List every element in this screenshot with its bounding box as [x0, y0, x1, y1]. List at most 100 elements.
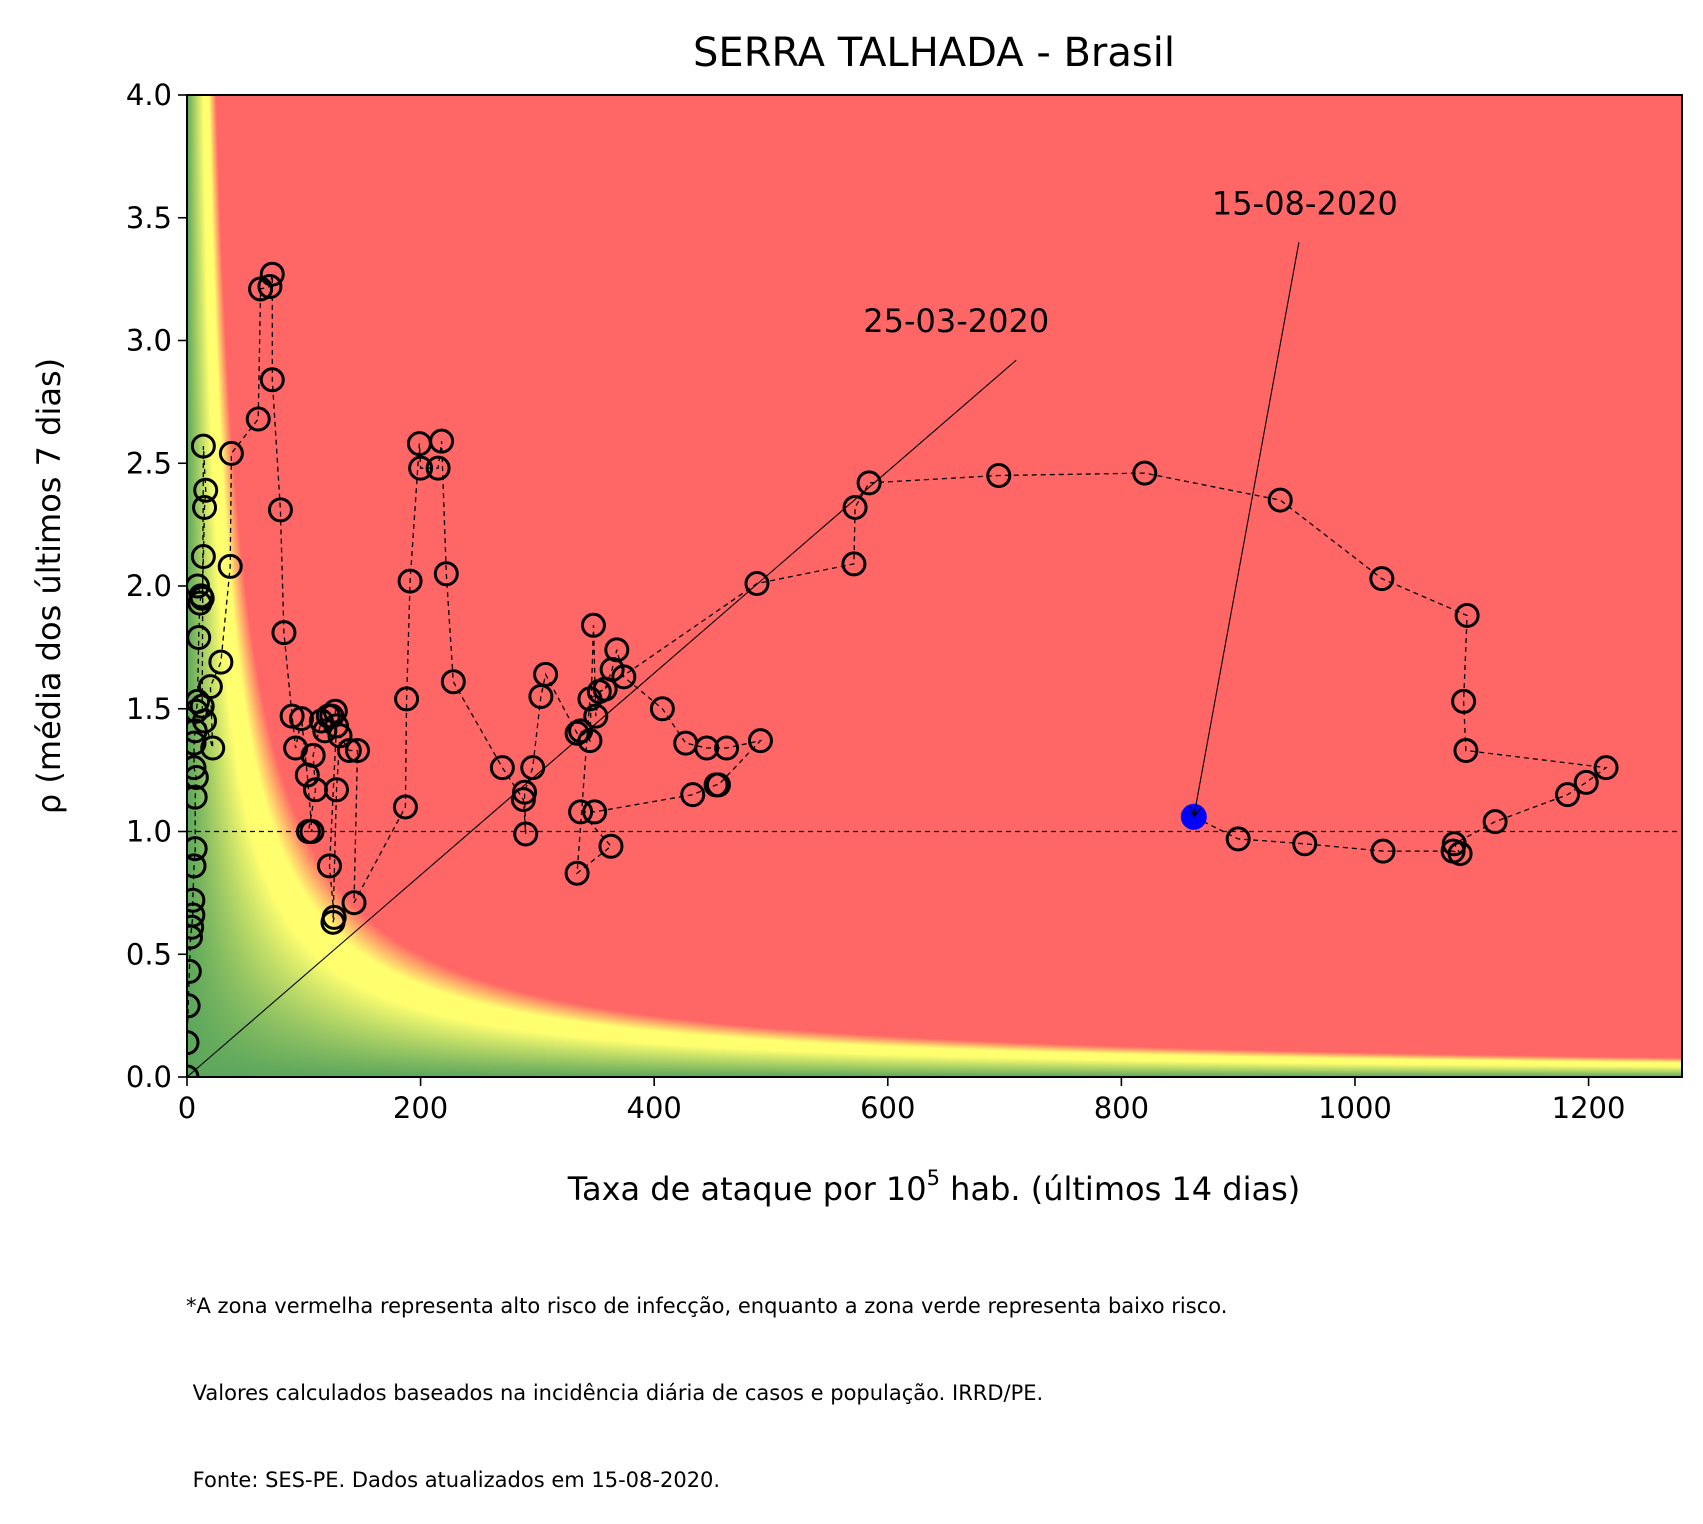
data-point — [218, 440, 244, 466]
trajectory-line — [187, 274, 1608, 1077]
data-point — [187, 993, 201, 1019]
data-point — [841, 551, 867, 577]
data-point — [192, 494, 218, 520]
data-point — [1267, 487, 1293, 513]
data-point — [187, 853, 207, 879]
y-tick-label: 1.0 — [126, 815, 172, 849]
data-point — [245, 406, 271, 432]
data-point — [267, 497, 293, 523]
plot-area — [187, 95, 1682, 1077]
data-point — [190, 433, 216, 459]
data-point — [187, 914, 205, 940]
data-point — [320, 909, 346, 935]
data-point — [397, 568, 423, 594]
x-tick-label: 200 — [393, 1091, 448, 1125]
risk-heatmap — [187, 95, 1682, 1077]
data-point — [187, 730, 207, 756]
data-point — [288, 706, 314, 732]
footnote: *A zona vermelha representa alto risco d… — [186, 1234, 1227, 1524]
y-tick-label: 3.0 — [126, 324, 172, 358]
data-point — [187, 784, 208, 810]
data-point — [193, 477, 219, 503]
data-point — [208, 649, 234, 675]
data-point — [1454, 602, 1480, 628]
data-point — [1292, 831, 1318, 857]
y-tick-label: 2.0 — [126, 569, 172, 603]
x-tick-label: 800 — [1094, 1091, 1149, 1125]
y-axis-label: ρ (média dos últimos 7 dias) — [30, 358, 68, 814]
data-point — [1370, 838, 1396, 864]
data-point — [856, 470, 882, 496]
data-point — [1225, 826, 1251, 852]
data-point — [279, 703, 305, 729]
data-point — [336, 737, 362, 763]
footnote-line: Valores calculados baseados na incidênci… — [186, 1381, 1044, 1405]
data-point — [1440, 838, 1466, 864]
data-point — [316, 853, 342, 879]
data-point — [187, 1030, 200, 1056]
data-point — [1593, 755, 1619, 781]
data-point — [259, 261, 285, 287]
chart-title: SERRA TALHADA - Brasil — [693, 30, 1175, 76]
data-point — [217, 553, 243, 579]
data-point — [744, 571, 770, 597]
data-point — [433, 561, 459, 587]
y-tick-label: 0.5 — [126, 937, 172, 971]
data-point — [986, 463, 1012, 489]
data-point — [714, 735, 740, 761]
data-point — [703, 772, 729, 798]
y-tick-label: 4.0 — [126, 78, 172, 112]
data-point — [187, 755, 207, 781]
data-point — [440, 669, 466, 695]
data-point — [568, 799, 594, 825]
data-point — [564, 860, 590, 886]
data-point — [312, 718, 338, 744]
data-point — [649, 696, 675, 722]
annotation-arrow — [186, 359, 1017, 1078]
annotation-label: 25-03-2020 — [863, 302, 1049, 340]
data-point — [324, 777, 349, 803]
y-tick-label: 3.5 — [126, 201, 172, 235]
data-point — [322, 698, 348, 724]
data-point — [577, 686, 603, 712]
data-point — [580, 612, 606, 638]
data-point — [190, 544, 216, 570]
data-point — [611, 664, 637, 690]
data-point — [583, 703, 609, 729]
data-point — [187, 764, 209, 790]
data-point — [747, 728, 773, 754]
data-point — [187, 836, 208, 862]
y-tick-label: 1.5 — [126, 692, 172, 726]
x-tick-label: 0 — [178, 1091, 196, 1125]
data-point — [489, 755, 515, 781]
data-point — [189, 585, 215, 611]
data-point — [1369, 566, 1395, 592]
data-point — [408, 455, 434, 481]
data-point — [1132, 460, 1158, 486]
y-tick-label: 0.0 — [126, 1060, 172, 1094]
x-tick-label: 1200 — [1552, 1091, 1626, 1125]
data-point — [582, 799, 608, 825]
risk-chart: SERRA TALHADA - Brasil 0 200 400 600 800 1000… — [30, 30, 1683, 1208]
data-point — [1573, 769, 1599, 795]
x-axis-label: Taxa de ataque por 105 hab. (últimos 14 … — [567, 1166, 1301, 1208]
data-point — [259, 367, 285, 393]
data-point — [257, 273, 283, 299]
data-point — [341, 890, 367, 916]
y-axis: 0.0 0.5 1.0 1.5 2.0 2.5 3.0 3.5 4.0 — [126, 78, 187, 1094]
data-point — [680, 782, 706, 808]
data-point — [295, 819, 321, 844]
data-point — [394, 686, 420, 712]
data-point — [577, 728, 603, 754]
annotation-arrow — [1194, 242, 1300, 816]
data-point — [1451, 688, 1477, 714]
data-point — [187, 573, 211, 599]
data-point — [429, 428, 455, 454]
data-point — [533, 661, 559, 687]
x-tick-label: 1000 — [1318, 1091, 1392, 1125]
data-point — [300, 742, 326, 768]
data-point — [1482, 809, 1508, 835]
data-point — [192, 708, 218, 734]
data-point — [564, 720, 590, 746]
data-point — [187, 958, 202, 984]
